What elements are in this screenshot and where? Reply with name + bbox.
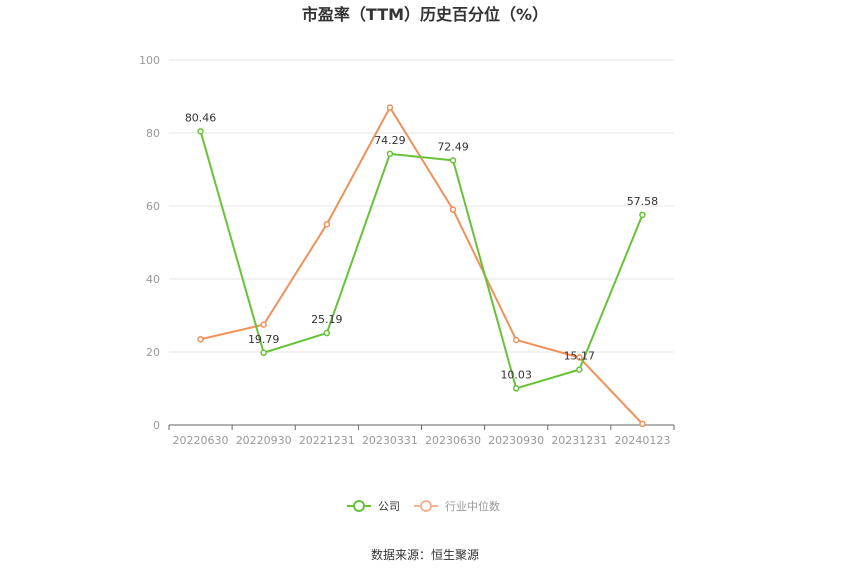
- data-point-company[interactable]: [260, 349, 267, 357]
- series-company: [197, 128, 646, 392]
- legend-marker-company: [353, 500, 365, 512]
- x-tick-label: 20240123: [614, 434, 670, 447]
- legend-item-company[interactable]: 公司: [347, 500, 400, 513]
- x-tick-label: 20230630: [425, 434, 481, 447]
- y-tick-label: 80: [146, 127, 160, 140]
- data-point-company[interactable]: [323, 329, 331, 337]
- legend-label-company: 公司: [378, 500, 400, 513]
- y-tick-label: 20: [146, 346, 160, 359]
- x-tick-label: 20220930: [236, 434, 292, 447]
- legend-label-industry: 行业中位数: [445, 499, 500, 513]
- x-tick-label: 20221231: [299, 434, 355, 447]
- y-tick-label: 0: [153, 419, 160, 432]
- x-tick-label: 20231231: [551, 434, 607, 447]
- y-tick-label: 40: [146, 273, 160, 286]
- data-label-company: 25.19: [311, 313, 343, 326]
- x-tick-label: 20230930: [488, 434, 544, 447]
- x-tick-label: 20220630: [173, 434, 229, 447]
- legend[interactable]: 公司 行业中位数: [347, 499, 500, 513]
- data-labels: 80.46 19.79 25.19 74.29 72.49 10.03 15.17 57.58: [185, 111, 658, 381]
- series-line-company: [199, 131, 644, 390]
- data-source: 数据来源：恒生聚源: [371, 547, 479, 562]
- data-point-company[interactable]: [449, 157, 457, 164]
- data-point-company[interactable]: [197, 128, 204, 135]
- data-point-company[interactable]: [386, 150, 394, 158]
- data-label-company: 80.46: [185, 111, 217, 124]
- y-axis: 0 20 40 60 80 100: [139, 54, 160, 432]
- data-label-company: 74.29: [374, 134, 406, 147]
- grid-lines: [169, 59, 674, 353]
- series-line-industry: [200, 106, 644, 425]
- data-label-company: 15.17: [564, 350, 596, 363]
- data-label-company: 57.58: [627, 195, 659, 208]
- data-point-industry[interactable]: [197, 335, 204, 343]
- data-point-company[interactable]: [512, 385, 520, 392]
- data-point-industry[interactable]: [576, 354, 583, 361]
- x-axis: 20220630 20220930 20221231 20230331 20230630…: [168, 424, 675, 447]
- legend-marker-industry: [420, 500, 432, 512]
- chart-title: 市盈率（TTM）历史百分位（%）: [302, 5, 548, 24]
- x-tick-label: 20230331: [362, 434, 418, 447]
- y-tick-label: 60: [146, 200, 160, 213]
- data-point-company[interactable]: [576, 366, 583, 373]
- data-point-industry[interactable]: [639, 420, 646, 428]
- y-tick-label: 100: [139, 54, 160, 67]
- series-layer: [197, 104, 646, 428]
- data-point-industry[interactable]: [512, 336, 520, 344]
- data-point-company[interactable]: [639, 211, 646, 219]
- data-point-industry[interactable]: [323, 221, 331, 228]
- data-point-industry[interactable]: [449, 206, 457, 213]
- data-point-industry[interactable]: [260, 321, 267, 328]
- data-label-company: 19.79: [248, 333, 280, 346]
- data-label-company: 10.03: [500, 368, 532, 381]
- legend-item-industry[interactable]: 行业中位数: [414, 499, 500, 513]
- data-point-industry[interactable]: [386, 104, 394, 111]
- series-industry: [197, 104, 646, 428]
- data-label-company: 72.49: [437, 140, 469, 153]
